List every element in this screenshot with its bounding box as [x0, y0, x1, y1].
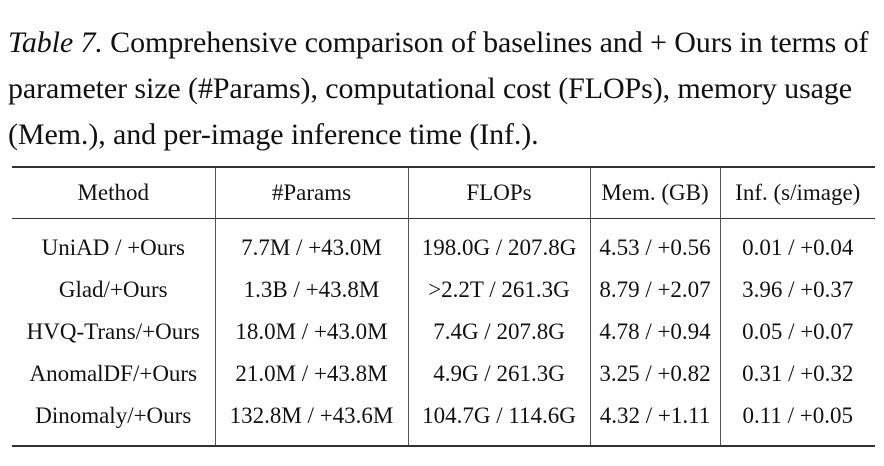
cell-mem: 4.78 / +0.94: [589, 311, 720, 353]
cell-method: Dinomaly/+Ours: [35, 403, 192, 428]
comparison-table-container: Method #Params FLOPs Mem. (GB) Inf. (s/i…: [12, 166, 875, 447]
cell-method: HVQ-Trans/+Ours: [26, 319, 200, 344]
caption-text: Comprehensive comparison of baselines an…: [8, 26, 869, 151]
cell-params: 21.0M / +43.8M: [214, 353, 408, 395]
header-mem: Mem. (GB): [589, 167, 720, 219]
cell-flops: 4.9G / 261.3G: [407, 353, 590, 395]
table-row: Glad/+Ours 1.3B / +43.8M >2.2T / 261.3G …: [12, 269, 875, 311]
cell-params: 7.7M / +43.0M: [214, 218, 408, 269]
cell-params: 132.8M / +43.6M: [214, 395, 408, 446]
cell-method: Glad/+Ours: [58, 277, 168, 302]
cell-inf: 0.31 / +0.32: [719, 353, 875, 395]
header-params: #Params: [214, 167, 408, 219]
cell-mem: 4.32 / +1.11: [589, 395, 720, 446]
cell-flops: >2.2T / 261.3G: [407, 269, 590, 311]
cell-inf: 0.05 / +0.07: [719, 311, 875, 353]
cell-mem: 3.25 / +0.82: [589, 353, 720, 395]
cell-flops: 7.4G / 207.8G: [407, 311, 590, 353]
cell-flops: 104.7G / 114.6G: [407, 395, 590, 446]
table-caption: Table 7. Comprehensive comparison of bas…: [8, 20, 878, 158]
cell-method: UniAD / +Ours: [41, 235, 185, 260]
table-row: HVQ-Trans/+Ours 18.0M / +43.0M 7.4G / 20…: [12, 311, 875, 353]
cell-mem: 8.79 / +2.07: [589, 269, 720, 311]
cell-method: AnomalDF/+Ours: [29, 361, 198, 386]
table-row: AnomalDF/+Ours 21.0M / +43.8M 4.9G / 261…: [12, 353, 875, 395]
header-method: Method: [77, 180, 150, 205]
cell-inf: 3.96 / +0.37: [719, 269, 875, 311]
caption-label: Table 7.: [8, 26, 103, 59]
cell-inf: 0.11 / +0.05: [719, 395, 875, 446]
table-row: Dinomaly/+Ours 132.8M / +43.6M 104.7G / …: [12, 395, 875, 446]
cell-inf: 0.01 / +0.04: [719, 218, 875, 269]
cell-mem: 4.53 / +0.56: [589, 218, 720, 269]
comparison-table: Method #Params FLOPs Mem. (GB) Inf. (s/i…: [12, 166, 875, 447]
header-inf: Inf. (s/image): [719, 167, 875, 219]
table-row: UniAD / +Ours 7.7M / +43.0M 198.0G / 207…: [12, 218, 875, 269]
table-header-row: Method #Params FLOPs Mem. (GB) Inf. (s/i…: [12, 167, 875, 219]
cell-params: 1.3B / +43.8M: [214, 269, 408, 311]
header-flops: FLOPs: [407, 167, 590, 219]
cell-params: 18.0M / +43.0M: [214, 311, 408, 353]
cell-flops: 198.0G / 207.8G: [407, 218, 590, 269]
